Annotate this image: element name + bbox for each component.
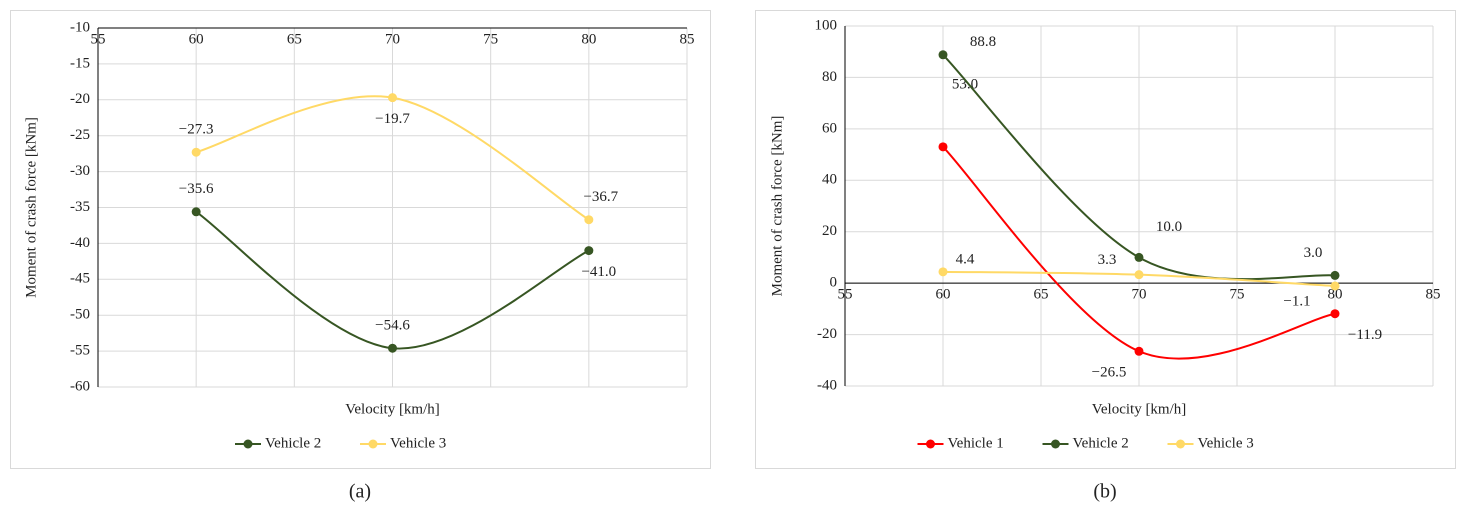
legend-label: Vehicle 3	[1198, 435, 1254, 451]
data-label: 88.8	[970, 34, 996, 50]
data-label: −19.7	[375, 111, 410, 127]
data-label: −27.3	[179, 122, 214, 138]
data-point	[938, 142, 948, 152]
data-point	[1134, 252, 1144, 262]
y-tick-label: -15	[70, 55, 90, 71]
data-label: −26.5	[1092, 365, 1127, 381]
y-tick-label: -55	[70, 343, 90, 359]
y-tick-label: 60	[822, 120, 837, 136]
y-tick-label: -40	[70, 235, 90, 251]
data-point	[1330, 309, 1340, 319]
data-point	[1134, 270, 1144, 280]
data-label: −36.7	[583, 189, 618, 205]
legend-marker	[243, 439, 253, 449]
panel-frame	[10, 10, 711, 469]
y-axis-title: Moment of crash force [kNm]	[769, 116, 785, 297]
x-tick-label: 70	[1132, 287, 1147, 303]
y-tick-label: 0	[830, 275, 838, 291]
legend-label: Vehicle 2	[265, 435, 321, 451]
data-point	[938, 267, 948, 277]
legend-label: Vehicle 2	[1073, 435, 1129, 451]
y-tick-label: -20	[817, 326, 837, 342]
y-tick-label: 40	[822, 172, 837, 188]
data-point	[1330, 281, 1340, 291]
y-tick-label: -30	[70, 163, 90, 179]
data-point	[388, 93, 397, 103]
x-tick-label: 80	[581, 31, 596, 47]
legend-label: Vehicle 3	[390, 435, 446, 451]
caption: (b)	[1093, 481, 1116, 503]
data-point	[191, 147, 201, 157]
data-label: 3.0	[1304, 245, 1323, 261]
x-axis-title: Velocity [km/h]	[1092, 401, 1187, 417]
y-tick-label: 80	[822, 69, 837, 85]
x-tick-label: 75	[483, 31, 498, 47]
y-tick-label: -45	[70, 271, 90, 287]
data-point	[938, 50, 948, 60]
series-line	[942, 146, 1336, 360]
data-point	[191, 207, 201, 217]
data-label: −1.1	[1283, 293, 1310, 309]
x-tick-label: 65	[1034, 287, 1049, 303]
panel-frame	[755, 10, 1456, 469]
x-tick-label: 70	[385, 31, 400, 47]
x-tick-label: 60	[936, 287, 951, 303]
data-label: −54.6	[375, 318, 410, 334]
y-tick-label: -25	[70, 127, 90, 143]
data-label: −41.0	[581, 264, 616, 280]
data-label: 3.3	[1098, 252, 1117, 268]
legend-marker	[368, 439, 378, 449]
data-point	[1330, 270, 1340, 280]
y-tick-label: 20	[822, 223, 837, 239]
legend-marker	[1051, 439, 1060, 449]
data-label: −11.9	[1348, 327, 1382, 343]
y-tick-label: -40	[817, 377, 837, 393]
y-tick-label: -20	[70, 91, 90, 107]
x-axis-title: Velocity [km/h]	[345, 401, 440, 417]
x-tick-label: 85	[680, 31, 695, 47]
x-tick-label: 80	[1328, 287, 1343, 303]
data-label: 4.4	[956, 251, 975, 267]
x-tick-label: 85	[1426, 287, 1441, 303]
data-point	[584, 215, 594, 225]
y-tick-label: -50	[70, 307, 90, 323]
data-point	[584, 246, 594, 256]
legend-marker	[1176, 439, 1185, 449]
y-axis-title: Moment of crash force [kNm]	[23, 117, 39, 298]
data-label: −35.6	[179, 181, 214, 197]
x-tick-label: 75	[1230, 287, 1245, 303]
data-label: 10.0	[1156, 219, 1182, 235]
legend-marker	[926, 439, 935, 449]
x-tick-label: 60	[189, 31, 204, 47]
data-point	[388, 343, 397, 353]
x-tick-label: 65	[287, 31, 302, 47]
y-tick-label: 100	[815, 17, 838, 33]
y-tick-label: -35	[70, 199, 90, 215]
y-tick-label: -10	[70, 19, 90, 35]
caption: (a)	[349, 481, 371, 503]
y-tick-label: -60	[70, 378, 90, 394]
legend-label: Vehicle 1	[948, 435, 1004, 451]
data-point	[1134, 346, 1144, 356]
